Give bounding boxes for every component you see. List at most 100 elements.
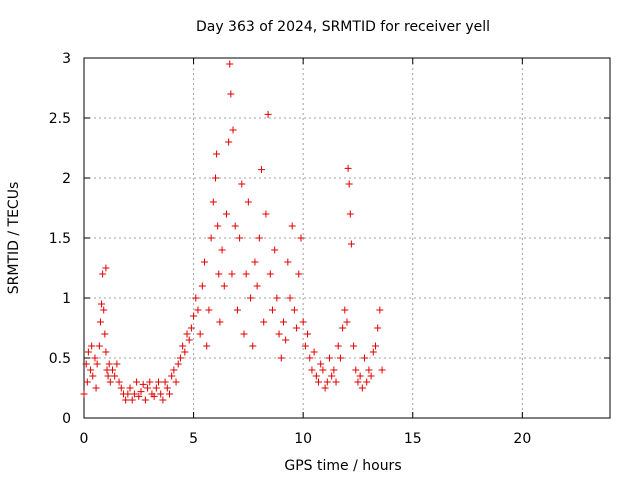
data-point: [264, 110, 272, 118]
data-point: [330, 366, 338, 374]
data-point: [371, 342, 379, 350]
x-tick-label: 15: [404, 431, 422, 447]
axis-ticks: [83, 57, 610, 419]
data-point: [126, 384, 134, 392]
data-point: [339, 324, 347, 332]
data-point: [102, 348, 110, 356]
data-point: [192, 294, 200, 302]
data-point: [258, 166, 266, 174]
data-point: [157, 390, 165, 398]
data-point: [218, 246, 226, 254]
data-point: [304, 330, 312, 338]
data-point: [102, 264, 110, 272]
data-point: [310, 348, 318, 356]
data-point: [268, 306, 276, 314]
plot-frame: [83, 57, 611, 419]
data-point: [128, 396, 136, 404]
data-point: [203, 342, 211, 350]
data-point: [312, 372, 320, 380]
data-point: [284, 258, 292, 266]
data-point: [100, 306, 108, 314]
data-point: [144, 384, 152, 392]
data-point: [334, 342, 342, 350]
data-point: [80, 390, 88, 398]
data-point: [367, 372, 375, 380]
data-point: [214, 222, 222, 230]
x-tick-label: 10: [294, 431, 312, 447]
data-point: [299, 318, 307, 326]
data-point: [228, 270, 236, 278]
data-point: [124, 390, 132, 398]
data-point: [255, 234, 263, 242]
data-point: [170, 366, 178, 374]
data-point: [290, 306, 298, 314]
data-point: [198, 282, 206, 290]
data-point: [89, 372, 97, 380]
data-point: [369, 348, 377, 356]
data-point: [236, 234, 244, 242]
data-point: [249, 342, 257, 350]
data-point: [325, 354, 333, 362]
data-point: [238, 180, 246, 188]
data-point: [174, 360, 182, 368]
data-point: [344, 164, 352, 172]
data-point: [168, 372, 176, 380]
data-point: [378, 366, 386, 374]
data-point: [115, 378, 123, 386]
data-point: [117, 384, 125, 392]
data-point: [105, 360, 113, 368]
data-point: [95, 342, 103, 350]
data-point: [247, 294, 255, 302]
data-point: [323, 378, 331, 386]
data-point: [111, 372, 119, 380]
data-point: [213, 150, 221, 158]
x-tick-label: 5: [189, 431, 198, 447]
data-point: [328, 372, 336, 380]
data-point: [161, 378, 169, 386]
data-point: [262, 210, 270, 218]
y-tick-label: 2: [62, 171, 71, 187]
data-point: [133, 378, 141, 386]
data-point: [319, 366, 327, 374]
x-tick-label: 0: [80, 431, 89, 447]
data-point: [253, 282, 261, 290]
data-point: [82, 360, 90, 368]
data-point: [212, 174, 219, 182]
data-point: [183, 330, 191, 338]
data-point: [146, 378, 154, 386]
y-tick-label: 0.5: [49, 351, 71, 367]
data-point: [141, 396, 149, 404]
data-point: [216, 318, 224, 326]
data-point: [341, 306, 349, 314]
data-point: [165, 390, 173, 398]
data-point: [347, 240, 355, 248]
data-point: [286, 294, 294, 302]
data-point: [227, 90, 235, 98]
data-point: [137, 388, 145, 396]
data-point: [222, 210, 230, 218]
data-point: [231, 222, 239, 230]
data-point: [201, 258, 209, 266]
data-point: [196, 330, 204, 338]
data-point: [350, 342, 358, 350]
data-point: [135, 392, 143, 400]
data-point: [315, 378, 323, 386]
data-point: [108, 366, 116, 374]
data-point: [352, 366, 360, 374]
data-point: [113, 360, 121, 368]
data-point: [271, 246, 279, 254]
data-point: [233, 306, 241, 314]
data-point: [98, 300, 106, 308]
y-tick-label: 1.5: [49, 231, 71, 247]
data-point: [215, 270, 223, 278]
data-point: [336, 354, 344, 362]
data-point: [343, 318, 351, 326]
data-point: [99, 270, 107, 278]
data-point: [363, 378, 371, 386]
chart-title: Day 363 of 2024, SRMTID for receiver yel…: [196, 19, 490, 35]
data-point: [190, 312, 198, 320]
data-point: [225, 138, 233, 146]
data-point: [207, 234, 215, 242]
grid-lines: [84, 58, 610, 418]
